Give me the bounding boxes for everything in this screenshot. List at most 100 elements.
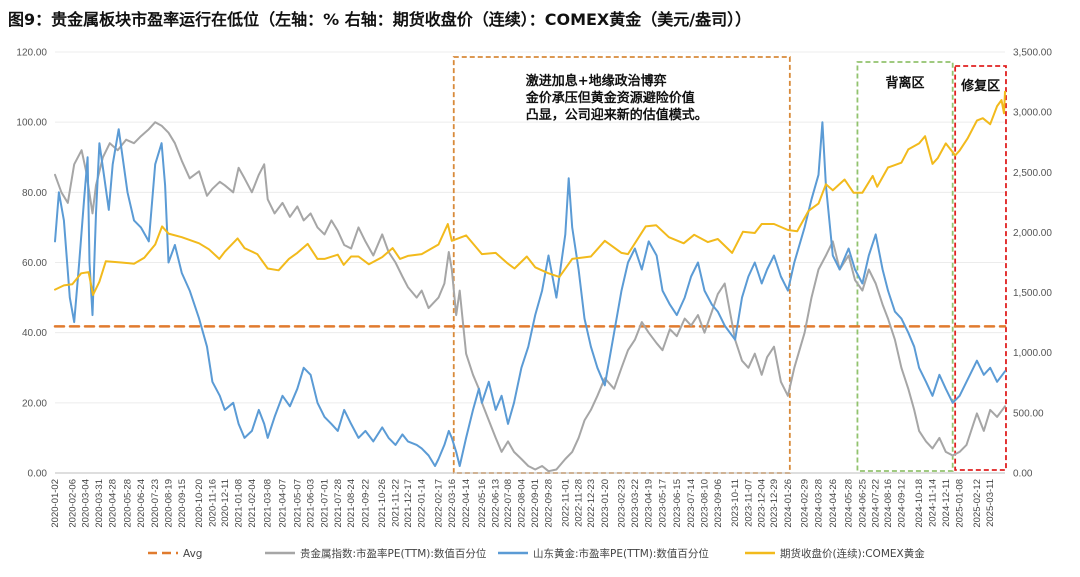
- left-axis-tick-label: 100.00: [16, 118, 47, 129]
- x-axis-tick-label: 2022-11-28: [574, 479, 585, 527]
- x-axis-tick-label: 2024-01-26: [783, 479, 794, 528]
- x-axis-tick-label: 2024-06-25: [857, 479, 868, 528]
- annotation-box-divergence: [856, 61, 954, 472]
- x-axis-tick-label: 2022-04-14: [461, 479, 472, 528]
- annotation-label-divergence: 背离区: [886, 75, 925, 91]
- x-axis-tick-label: 2023-01-20: [600, 479, 611, 528]
- x-axis-tick-label: 2020-05-28: [123, 479, 134, 528]
- x-axis-tick-label: 2020-07-23: [150, 479, 161, 528]
- x-axis-tick-label: 2023-02-23: [617, 479, 628, 528]
- legend: Avg 贵金属指数:市盈率PE(TTM):数值百分位 山东黄金:市盈率PE(TTM)…: [148, 547, 925, 560]
- x-axis-tick-label: 2024-10-18: [914, 479, 925, 528]
- right-axis-tick-label: 0.00: [1013, 469, 1033, 480]
- series-lines: [53, 90, 1007, 473]
- x-axis-tick-label: 2022-03-16: [447, 479, 458, 528]
- x-axis-tick-label: 2023-03-22: [630, 479, 641, 528]
- x-axis-tick-label: 2022-12-23: [586, 479, 597, 528]
- x-axis-tick-label: 2022-08-04: [516, 479, 527, 528]
- x-axis-tick-label: 2023-12-04: [757, 479, 768, 528]
- annotation-box-recovery: [954, 65, 1007, 471]
- x-axis-tick-label: 2021-05-07: [292, 479, 303, 528]
- right-axis-tick-label: 2,500.00: [1013, 168, 1052, 179]
- x-axis-tick-label: 2022-05-16: [477, 479, 488, 528]
- x-axis-tick-label: 2020-01-02: [50, 479, 61, 528]
- annotation-text-line: 凸显，公司迎来新的估值模式。: [526, 107, 708, 123]
- x-axis-tick-label: 2020-09-15: [177, 479, 188, 528]
- annotation-text-line: 激进加息+地缘政治博弈: [526, 73, 667, 89]
- x-axis-tick-label: 2023-06-15: [672, 479, 683, 528]
- x-axis-tick-label: 2020-03-04: [81, 479, 92, 528]
- legend-label: Avg: [183, 548, 202, 560]
- x-axis-tick-label: 2023-10-11: [730, 479, 741, 527]
- right-axis-tick-label: 1,500.00: [1013, 288, 1052, 299]
- x-axis-tick-label: 2023-08-10: [699, 479, 710, 528]
- right-axis-tick-label: 2,000.00: [1013, 228, 1052, 239]
- left-axis-tick-label: 20.00: [22, 398, 47, 409]
- x-axis-tick-label: 2023-04-19: [644, 479, 655, 528]
- x-axis-tick-label: 2024-11-14: [927, 479, 938, 527]
- x-axis-tick-label: 2024-02-29: [800, 479, 811, 528]
- chart-title: 图9：贵金属板块市盈率运行在低位（左轴：% 右轴：期货收盘价（连续）：COMEX…: [8, 10, 752, 29]
- x-axis-tick-label: 2021-12-17: [403, 479, 414, 528]
- series-line-comex-gold: [54, 90, 1006, 296]
- x-axis-tick-label: 2020-08-19: [164, 479, 175, 528]
- x-axis-tick-label: 2024-05-28: [844, 479, 855, 528]
- left-axis-tick-label: 40.00: [22, 328, 47, 339]
- x-axis-tick-label: 2020-03-31: [94, 479, 105, 528]
- left-axis-tick-label: 80.00: [22, 188, 47, 199]
- x-axis-tick-label: 2021-07-28: [333, 479, 344, 528]
- right-axis-tick-label: 3,500.00: [1013, 48, 1052, 59]
- x-axis-tick-label: 2022-02-17: [433, 479, 444, 528]
- x-axis-tick-label: 2020-12-11: [220, 479, 231, 527]
- x-axis-tick-label: 2021-02-04: [247, 479, 258, 528]
- legend-label: 山东黄金:市盈率PE(TTM):数值百分位: [533, 547, 709, 560]
- x-axis-tick-label: 2025-02-12: [972, 479, 983, 528]
- x-axis-tick-label: 2024-07-22: [871, 479, 882, 528]
- x-axis-tick-label: 2021-10-26: [377, 479, 388, 528]
- x-axis-tick-label: 2021-04-07: [278, 479, 289, 528]
- annotation-label-recovery: 修复区: [960, 78, 1000, 94]
- left-axis-tick-label: 60.00: [22, 258, 47, 269]
- x-axis-tick-label: 2020-10-20: [194, 479, 205, 528]
- right-axis-tick-label: 500.00: [1013, 408, 1044, 419]
- x-axis-tick-label: 2022-11-01: [560, 479, 571, 527]
- x-axis-tick-label: 2024-12-11: [941, 479, 952, 527]
- x-axis-tick-label: 2021-11-22: [391, 479, 402, 527]
- x-axis-tick-label: 2023-05-17: [658, 479, 669, 528]
- x-axis-tick-label: 2022-06-13: [491, 479, 502, 528]
- x-axis-tick-label: 2022-09-28: [544, 479, 555, 528]
- x-axis-tick-label: 2023-11-07: [743, 479, 754, 527]
- x-axis-tick-label: 2021-06-03: [306, 479, 317, 528]
- x-axis-tick-label: 2025-01-08: [955, 479, 966, 528]
- x-axis-tick-label: 2023-12-29: [769, 479, 780, 528]
- x-axis-tick-label: 2021-01-08: [234, 479, 245, 528]
- x-axis-tick-label: 2021-09-22: [360, 479, 371, 528]
- x-axis-tick-label: 2022-07-08: [503, 479, 514, 528]
- x-axis-tick-label: 2024-09-12: [896, 479, 907, 528]
- axes: 0.00 20.00 40.00 60.00 80.00 100.00 120.00 0.00…: [16, 48, 1052, 528]
- x-axis-tick-label: 2024-03-28: [813, 479, 824, 528]
- left-axis-tick-label: 0.00: [28, 469, 48, 480]
- x-axis-tick-label: 2024-08-16: [883, 479, 894, 528]
- x-axis-tick-label: 2020-06-24: [136, 479, 147, 528]
- series-line-precious-metals-pe: [54, 121, 1006, 473]
- legend-label: 期货收盘价(连续):COMEX黄金: [780, 547, 925, 560]
- x-axis-tick-label: 2021-07-01: [319, 479, 330, 528]
- right-axis-tick-label: 1,000.00: [1013, 348, 1052, 359]
- x-axis-tick-label: 2025-03-11: [985, 479, 996, 527]
- right-axis-tick-label: 3,000.00: [1013, 108, 1052, 119]
- x-axis-tick-label: 2022-01-14: [417, 479, 428, 528]
- series-line-shandong-gold-pe: [54, 121, 1006, 467]
- x-axis-tick-label: 2021-08-24: [346, 479, 357, 528]
- left-axis-tick-label: 120.00: [16, 48, 47, 59]
- x-axis-tick-label: 2024-04-26: [828, 479, 839, 528]
- annotation-text-line: 金价承压但黄金资源避险价值: [525, 90, 695, 106]
- x-axis-tick-label: 2023-09-06: [713, 479, 724, 528]
- x-axis-tick-label: 2022-09-01: [530, 479, 541, 528]
- x-axis-tick-label: 2020-02-06: [67, 479, 78, 528]
- x-axis-tick-label: 2021-03-08: [263, 479, 274, 528]
- x-axis-tick-label: 2020-04-28: [108, 479, 119, 528]
- legend-label: 贵金属指数:市盈率PE(TTM):数值百分位: [300, 547, 487, 560]
- x-axis-tick-label: 2023-07-14: [686, 479, 697, 528]
